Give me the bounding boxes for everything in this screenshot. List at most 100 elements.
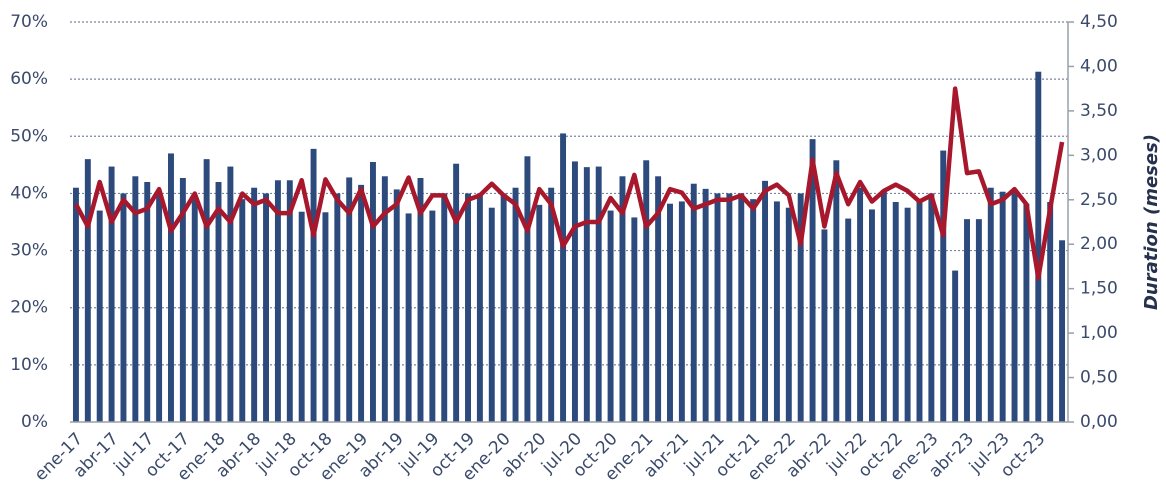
bar bbox=[607, 210, 614, 422]
y-tick-label: 30% bbox=[10, 241, 48, 261]
y2-tick-label: 3,00 bbox=[1080, 145, 1118, 165]
bar bbox=[619, 176, 626, 422]
bar bbox=[369, 162, 376, 422]
bar bbox=[286, 180, 293, 422]
bar bbox=[892, 202, 899, 422]
y2-tick-label: 0,50 bbox=[1080, 368, 1118, 388]
y2-tick-label: 1,50 bbox=[1080, 279, 1118, 299]
bar bbox=[429, 210, 436, 422]
bar bbox=[536, 204, 543, 422]
bar bbox=[512, 187, 519, 422]
bar bbox=[1023, 203, 1030, 422]
bar bbox=[833, 160, 840, 423]
bar bbox=[263, 193, 270, 422]
bar bbox=[643, 160, 650, 423]
bar bbox=[1035, 71, 1042, 422]
bar bbox=[655, 176, 662, 422]
bar bbox=[96, 210, 103, 422]
y-tick-label: 10% bbox=[10, 355, 48, 375]
bar bbox=[227, 166, 234, 422]
bar bbox=[762, 180, 769, 422]
bar bbox=[845, 218, 852, 422]
y2-tick-label: 2,00 bbox=[1080, 234, 1118, 254]
bar bbox=[476, 193, 483, 422]
bar bbox=[797, 193, 804, 422]
y2-tick-label: 0,00 bbox=[1080, 412, 1118, 432]
bar bbox=[595, 166, 602, 422]
bar bbox=[132, 176, 139, 422]
y2-tick-label: 4,50 bbox=[1080, 12, 1118, 32]
bar bbox=[821, 229, 828, 422]
bar bbox=[738, 193, 745, 422]
y-tick-label: 40% bbox=[10, 183, 48, 203]
bar bbox=[702, 188, 709, 422]
bar bbox=[168, 153, 174, 422]
bar bbox=[916, 200, 923, 422]
bar bbox=[880, 190, 887, 422]
bar bbox=[203, 159, 210, 422]
bar bbox=[179, 178, 186, 422]
bar bbox=[120, 193, 127, 422]
y-tick-label: 70% bbox=[10, 12, 48, 32]
bar bbox=[928, 193, 935, 422]
y2-tick-label: 1,00 bbox=[1080, 323, 1118, 343]
bar bbox=[1047, 202, 1054, 422]
bar bbox=[785, 207, 792, 422]
bar bbox=[667, 203, 673, 422]
bar bbox=[405, 213, 412, 422]
bar bbox=[108, 166, 115, 422]
bar bbox=[239, 199, 246, 422]
y2-tick-label: 2,50 bbox=[1080, 190, 1118, 210]
y-tick-label: 20% bbox=[10, 298, 48, 318]
bar bbox=[156, 190, 163, 422]
bar bbox=[215, 182, 222, 422]
bar bbox=[84, 159, 91, 422]
bar bbox=[274, 180, 281, 422]
bar bbox=[524, 156, 531, 423]
bar bbox=[773, 201, 780, 422]
bar bbox=[346, 177, 353, 422]
y2-axis-label: Duration (meses) bbox=[1141, 134, 1162, 310]
bar bbox=[975, 219, 982, 422]
bar bbox=[560, 133, 567, 422]
bar bbox=[964, 219, 970, 422]
y2-tick-label: 4,00 bbox=[1080, 56, 1118, 76]
bar bbox=[453, 163, 460, 422]
bar bbox=[1059, 240, 1066, 422]
bar bbox=[417, 178, 424, 422]
line bbox=[73, 86, 1065, 281]
bar bbox=[548, 187, 555, 422]
bar bbox=[441, 193, 448, 422]
bar bbox=[334, 193, 341, 422]
bar bbox=[191, 199, 198, 422]
y-tick-label: 50% bbox=[10, 126, 48, 146]
bar bbox=[358, 184, 365, 422]
bar bbox=[987, 187, 994, 422]
bar bbox=[465, 193, 471, 422]
bar bbox=[750, 199, 757, 422]
bar bbox=[631, 217, 638, 422]
bar bbox=[690, 183, 697, 422]
bar bbox=[72, 187, 79, 422]
bar bbox=[678, 201, 685, 422]
bar bbox=[251, 187, 258, 422]
bar bbox=[488, 207, 495, 422]
bar bbox=[857, 187, 864, 422]
bar bbox=[726, 193, 733, 422]
bar bbox=[571, 161, 578, 422]
bar bbox=[583, 167, 590, 422]
bar bbox=[500, 193, 507, 422]
bar bbox=[868, 209, 875, 422]
bar bbox=[999, 191, 1006, 422]
bar bbox=[298, 211, 305, 422]
bar bbox=[952, 270, 959, 422]
bar bbox=[144, 182, 151, 422]
bar bbox=[322, 212, 329, 422]
bar bbox=[393, 189, 400, 422]
bar bbox=[940, 150, 947, 423]
bar bbox=[904, 207, 911, 422]
y-tick-label: 60% bbox=[10, 69, 48, 89]
bar bbox=[714, 193, 721, 422]
bar bbox=[809, 139, 816, 422]
